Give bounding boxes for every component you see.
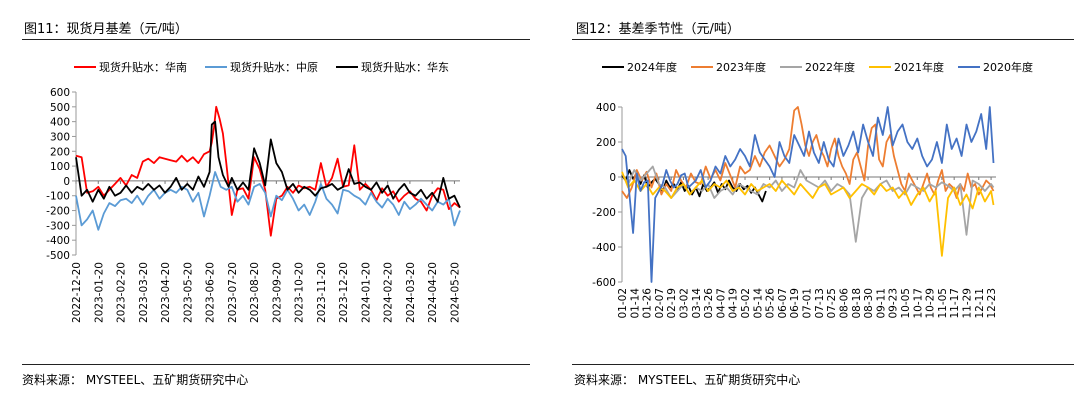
x-tick-label: 2024-02-20 — [383, 262, 395, 323]
title-divider — [572, 39, 1074, 40]
x-tick-label: 07-25 — [826, 288, 838, 319]
x-tick-label: 2022-12-20 — [71, 262, 83, 323]
x-tick-label: 05-26 — [765, 288, 777, 319]
x-tick-label: 01-14 — [629, 288, 641, 319]
y-tick-label: -600 — [592, 277, 616, 289]
series-line — [75, 120, 461, 208]
x-tick-label: 2023-09-20 — [271, 262, 283, 323]
y-tick-label: 200 — [596, 137, 616, 149]
y-tick-label: 100 — [50, 161, 70, 173]
x-tick-label: 04-19 — [728, 288, 740, 319]
x-tick-label: 2023-07-20 — [227, 262, 239, 323]
x-tick-label: 06-07 — [777, 288, 789, 319]
y-tick-label: -400 — [46, 235, 70, 247]
seasonal-line-chart: 2024年度 2023年度 2022年度 2021年度 2020年度 400 200 0 -20… — [592, 60, 1033, 319]
x-tick-label: 07-13 — [814, 288, 826, 319]
legend-label: 2021年度 — [894, 60, 944, 74]
x-tick-label: 2023-03-20 — [138, 262, 150, 323]
legend-label: 2023年度 — [716, 60, 766, 74]
y-tick-label: -500 — [46, 250, 70, 262]
x-tick-label: 03-26 — [703, 288, 715, 319]
source-divider — [22, 364, 530, 365]
x-tick-label: 06-19 — [789, 288, 801, 319]
source-note: 资料来源： MYSTEEL、五矿期货研究中心 — [22, 373, 249, 387]
x-tick-label: 10-29 — [925, 288, 937, 319]
x-tick-label: 03-14 — [691, 288, 703, 319]
x-tick-label: 05-14 — [752, 288, 764, 319]
x-tick-label: 09-11 — [875, 288, 887, 319]
y-tick-label: -200 — [46, 206, 70, 218]
y-tick-label: -100 — [46, 191, 70, 203]
x-tick-label: 2024-05-20 — [449, 262, 461, 323]
y-tick-label: 400 — [50, 117, 70, 129]
x-tick-label: 2023-05-20 — [182, 262, 194, 323]
y-tick-label: -200 — [592, 207, 616, 219]
x-tick-label: 07-01 — [802, 288, 814, 319]
legend-label: 2024年度 — [627, 60, 677, 74]
x-tick-label: 12-11 — [974, 288, 986, 319]
x-tick-label: 10-05 — [900, 288, 912, 319]
x-tick-label: 2023-01-20 — [93, 262, 105, 323]
series-line — [75, 105, 461, 237]
x-tick-label: 01-26 — [642, 288, 654, 319]
x-tick-label: 2024-03-20 — [405, 262, 417, 323]
chart-panel-basis: 图11：现货月基差（元/吨） 现货升贴水：华南 现货升贴水：中原 现货升贴水：华东 6… — [0, 0, 530, 406]
chart-panel-seasonal: 图12：基差季节性（元/吨） 2024年度 2023年度 2022年度 2021年度 2… — [540, 0, 1080, 406]
x-tick-label: 2024-01-20 — [360, 262, 372, 323]
x-tick-label: 2023-11-20 — [316, 262, 328, 323]
y-tick-label: 300 — [50, 131, 70, 143]
series-line — [75, 171, 461, 231]
x-tick-label: 09-23 — [888, 288, 900, 319]
x-tick-label: 2023-10-20 — [294, 262, 306, 323]
series-line — [621, 171, 995, 257]
x-tick-label: 12-23 — [986, 288, 998, 319]
legend-label: 现货升贴水：中原 — [230, 60, 318, 74]
y-tick-label: 200 — [50, 146, 70, 158]
y-tick-label: 0 — [609, 172, 616, 184]
x-tick-label: 2023-04-20 — [160, 262, 172, 323]
x-tick-label: 2023-06-20 — [205, 262, 217, 323]
chart-title: 图11：现货月基差（元/吨） — [24, 22, 188, 37]
series-line — [621, 106, 995, 283]
y-tick-label: -300 — [46, 220, 70, 232]
x-tick-label: 08-18 — [851, 288, 863, 319]
legend-label: 2020年度 — [983, 60, 1033, 74]
legend-label: 2022年度 — [805, 60, 855, 74]
x-tick-label: 2023-02-20 — [116, 262, 128, 323]
x-tick-label: 2023-12-20 — [338, 262, 350, 323]
x-tick-label: 04-07 — [715, 288, 727, 319]
x-tick-label: 11-29 — [961, 288, 973, 319]
legend-label: 现货升贴水：华东 — [361, 60, 449, 74]
x-tick-label: 03-02 — [679, 288, 691, 319]
source-note: 资料来源： MYSTEEL、五矿期货研究中心 — [574, 373, 801, 387]
y-tick-label: 400 — [596, 102, 616, 114]
y-tick-label: 600 — [50, 87, 70, 99]
y-tick-label: -400 — [592, 242, 616, 254]
legend-label: 现货升贴水：华南 — [99, 60, 187, 74]
x-tick-label: 08-06 — [838, 288, 850, 319]
basis-line-chart: 现货升贴水：华南 现货升贴水：中原 现货升贴水：华东 600 500 400 300 200 1… — [46, 60, 461, 323]
x-tick-label: 02-07 — [654, 288, 666, 319]
source-divider — [572, 364, 1074, 365]
x-tick-label: 2024-04-20 — [427, 262, 439, 323]
x-tick-label: 10-17 — [912, 288, 924, 319]
y-tick-label: 0 — [63, 176, 70, 188]
chart-title: 图12：基差季节性（元/吨） — [576, 22, 740, 37]
x-tick-label: 08-30 — [863, 288, 875, 319]
y-tick-label: 500 — [50, 102, 70, 114]
x-tick-label: 11-05 — [937, 288, 949, 319]
x-tick-label: 11-17 — [949, 288, 961, 319]
x-tick-label: 05-02 — [740, 288, 752, 319]
x-tick-label: 02-19 — [666, 288, 678, 319]
x-tick-label: 2023-08-20 — [249, 262, 261, 323]
x-tick-label: 01-02 — [617, 288, 629, 319]
title-divider — [22, 39, 530, 40]
